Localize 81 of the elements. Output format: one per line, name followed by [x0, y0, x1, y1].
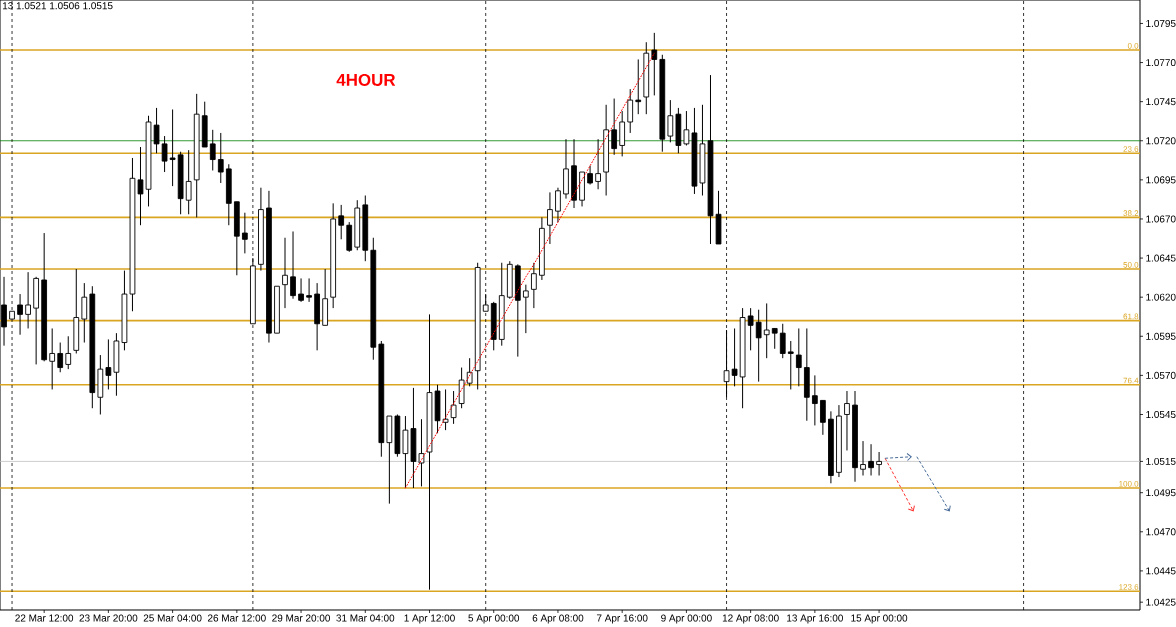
candlestick: [619, 110, 626, 157]
candlestick: [812, 374, 818, 426]
candlestick: [282, 237, 288, 309]
candlestick: [731, 327, 738, 387]
candlestick: [868, 443, 874, 476]
candlestick: [531, 262, 537, 309]
candlestick: [747, 307, 754, 351]
x-tick-label: 13 Apr 16:00: [787, 614, 843, 624]
x-tick-label: 9 Apr 00:00: [661, 614, 712, 624]
candlestick: [795, 327, 802, 387]
y-tick-label: 1.0470: [1146, 528, 1176, 536]
candlestick: [402, 415, 409, 489]
candlestick: [860, 440, 866, 476]
candlestick: [25, 271, 31, 329]
candlestick: [169, 108, 176, 187]
x-tick-label: 22 Mar 12:00: [15, 614, 74, 622]
candlestick: [787, 340, 794, 390]
candlestick: [49, 327, 56, 390]
x-tick-label: 26 Mar 12:00: [207, 614, 266, 622]
candlestick: [161, 135, 168, 173]
annotation: 4HOUR: [336, 73, 396, 86]
x-tick-label: 5 Apr 00:00: [468, 614, 520, 624]
y-tick-label: 1.0795: [1146, 19, 1176, 27]
candlestick: [450, 390, 457, 425]
candlestick: [595, 138, 601, 190]
y-tick-label: 1.0720: [1146, 137, 1176, 145]
candlestick: [298, 277, 304, 303]
candlestick: [755, 309, 762, 383]
annotation: 13 1.0521 1.0506 1.0515: [2, 2, 113, 10]
candlestick: [105, 338, 112, 390]
x-tick-label: 15 Apr 00:00: [851, 614, 908, 624]
candlestick: [587, 165, 593, 186]
x-tick-label: 12 Apr 08:00: [722, 614, 779, 624]
candlestick: [209, 129, 216, 171]
candlestick: [683, 110, 690, 146]
x-tick-label: 31 Mar 04:00: [336, 614, 395, 622]
candlestick: [338, 204, 345, 240]
candlestick: [290, 230, 296, 300]
y-tick-label: 1.0770: [1146, 59, 1176, 67]
y-tick-label: 1.0545: [1146, 410, 1176, 419]
candlestick: [667, 99, 674, 143]
candlestick: [522, 284, 529, 334]
y-tick-label: 1.0570: [1146, 371, 1176, 379]
y-tick-label: 1.0515: [1146, 457, 1176, 465]
y-tick-label: 1.0445: [1146, 567, 1176, 575]
candlestick: [57, 342, 64, 373]
x-tick-label: 7 Apr 16:00: [596, 614, 648, 624]
candlestick: [65, 335, 72, 370]
y-tick-label: 1.0595: [1146, 332, 1176, 340]
candlestick: [771, 327, 778, 350]
x-tick-label: 6 Apr 08:00: [532, 614, 584, 624]
y-tick-label: 1.0695: [1146, 176, 1176, 184]
y-tick-label: 1.0620: [1146, 293, 1176, 301]
candlestick: [627, 88, 634, 134]
y-tick-label: 1.0745: [1146, 98, 1176, 106]
y-tick-label: 1.0425: [1146, 598, 1176, 606]
y-tick-label: 1.0495: [1146, 489, 1176, 497]
candlestick: [611, 98, 618, 156]
x-tick-label: 25 Mar 04:00: [143, 614, 202, 622]
candlestick: [635, 58, 642, 115]
candlestick: [81, 282, 88, 344]
candlestick: [306, 277, 312, 303]
candlestick: [844, 390, 850, 451]
candlestick: [17, 293, 23, 336]
candlestick: [876, 451, 882, 476]
candlestick: [763, 302, 770, 359]
x-tick-label: 23 Mar 20:00: [79, 614, 138, 622]
candlestick: [458, 367, 465, 409]
candlestick: [185, 149, 192, 215]
candlestick: [466, 357, 473, 387]
candlestick: [547, 191, 553, 245]
candlestick: [820, 399, 826, 436]
x-tick-label: 29 Mar 20:00: [272, 614, 331, 622]
y-tick-label: 1.0645: [1146, 254, 1176, 262]
candlestick: [217, 132, 224, 184]
candlestick: [779, 323, 786, 359]
candlestick: [651, 32, 658, 96]
y-tick-label: 1.0670: [1146, 215, 1176, 223]
candlestick: [555, 187, 561, 223]
candlestick: [242, 212, 248, 254]
x-tick-label: 1 Apr 12:00: [404, 614, 455, 624]
